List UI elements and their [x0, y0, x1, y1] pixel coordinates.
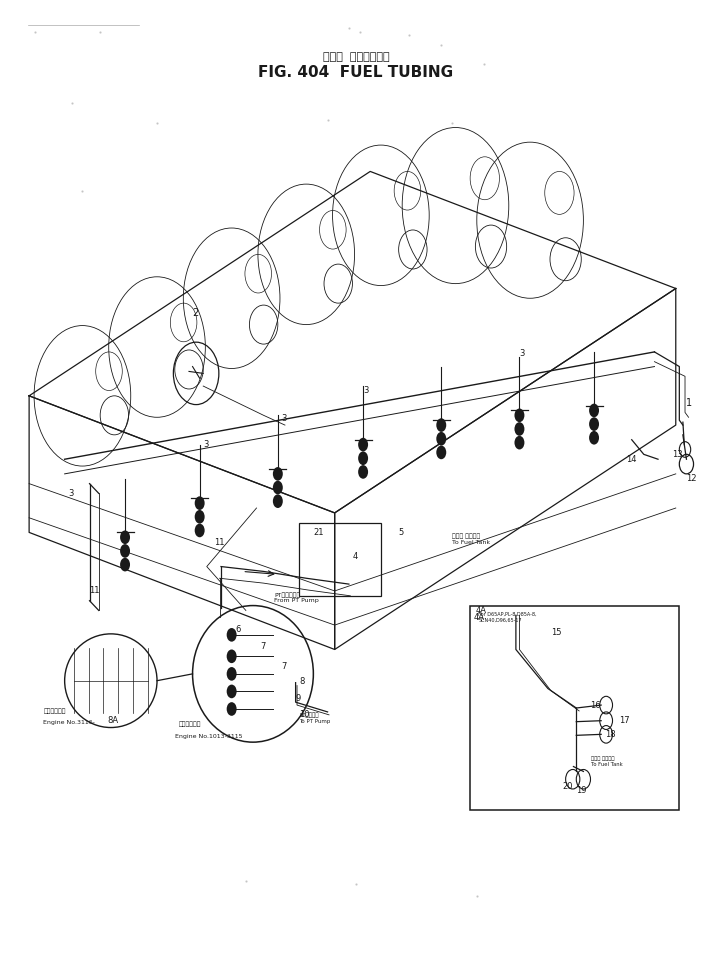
Text: 7: 7	[281, 661, 287, 670]
Text: For D65AP,PL-8,D85A-8,
SCN40,D96,65-17: For D65AP,PL-8,D85A-8, SCN40,D96,65-17	[478, 612, 537, 622]
Text: 4A: 4A	[476, 606, 486, 615]
Text: 8A: 8A	[108, 716, 118, 725]
Text: 20: 20	[562, 782, 572, 790]
Circle shape	[515, 408, 525, 422]
Text: Engine No.3116-: Engine No.3116-	[43, 720, 95, 725]
Text: フェル タンクへ
To Fuel Tank: フェル タンクへ To Fuel Tank	[452, 533, 490, 545]
Circle shape	[194, 496, 204, 510]
Text: 3: 3	[281, 413, 287, 423]
Text: 3: 3	[520, 350, 525, 359]
Text: 21: 21	[313, 528, 324, 537]
Text: 4A: 4A	[473, 613, 484, 621]
Text: 3: 3	[203, 440, 209, 449]
Circle shape	[436, 432, 446, 446]
Text: 16: 16	[590, 701, 601, 709]
Circle shape	[194, 510, 204, 524]
Text: フェル  チュービング: フェル チュービング	[323, 53, 389, 63]
Text: 3: 3	[363, 387, 369, 396]
Circle shape	[120, 531, 130, 544]
Circle shape	[120, 558, 130, 572]
Text: 19: 19	[576, 786, 587, 795]
Circle shape	[358, 438, 368, 451]
Text: PTポンプへ
To PT Pump: PTポンプへ To PT Pump	[299, 713, 330, 724]
Circle shape	[515, 436, 525, 449]
Text: 17: 17	[619, 716, 629, 725]
Circle shape	[273, 494, 283, 508]
Circle shape	[226, 650, 236, 663]
Circle shape	[273, 467, 283, 481]
Circle shape	[589, 431, 599, 445]
Text: Engine No.1013-3115: Engine No.1013-3115	[174, 734, 242, 739]
Text: 11: 11	[214, 537, 224, 547]
Circle shape	[226, 685, 236, 699]
Text: 2: 2	[192, 308, 199, 318]
Text: 4: 4	[352, 552, 357, 562]
Circle shape	[436, 418, 446, 432]
Text: フェル タンクへ
To Fuel Tank: フェル タンクへ To Fuel Tank	[590, 756, 622, 767]
Text: 1: 1	[686, 398, 693, 407]
Text: 9: 9	[295, 694, 301, 702]
Text: エンジン番号: エンジン番号	[178, 722, 201, 728]
Bar	[470, 606, 679, 811]
Circle shape	[120, 544, 130, 558]
Text: 15: 15	[551, 628, 562, 637]
Circle shape	[226, 667, 236, 681]
Text: 12: 12	[686, 474, 697, 484]
Text: 7: 7	[260, 642, 266, 651]
Circle shape	[358, 465, 368, 479]
Circle shape	[515, 422, 525, 436]
Circle shape	[226, 702, 236, 716]
Text: エンジン番号: エンジン番号	[43, 708, 66, 714]
Circle shape	[589, 404, 599, 417]
Circle shape	[589, 417, 599, 431]
Text: 10: 10	[299, 710, 310, 719]
Text: 5: 5	[399, 528, 404, 537]
Text: FIG. 404  FUEL TUBING: FIG. 404 FUEL TUBING	[258, 65, 454, 80]
Text: PTポンプより
From PT Pump: PTポンプより From PT Pump	[274, 592, 319, 604]
Circle shape	[226, 628, 236, 642]
Circle shape	[273, 481, 283, 494]
Bar	[299, 523, 381, 596]
Text: 3: 3	[68, 488, 73, 498]
Text: 18: 18	[604, 730, 615, 739]
Text: 6: 6	[235, 625, 241, 634]
Text: 13: 13	[672, 449, 683, 459]
Text: 11: 11	[90, 586, 100, 595]
Circle shape	[194, 524, 204, 537]
Text: 14: 14	[626, 454, 637, 464]
Circle shape	[358, 451, 368, 465]
Circle shape	[436, 446, 446, 459]
Text: 8: 8	[299, 677, 305, 686]
